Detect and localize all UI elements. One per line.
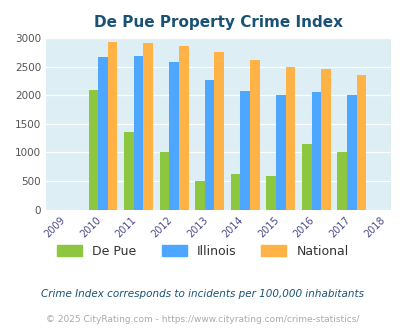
Bar (159, 152, 169, 210)
Bar (195, 181, 205, 210)
Text: © 2025 CityRating.com - https://www.cityrating.com/crime-statistics/: © 2025 CityRating.com - https://www.city… (46, 315, 359, 324)
Bar (275, 95, 285, 210)
Bar (356, 75, 365, 210)
Bar (230, 174, 240, 210)
Bar (346, 95, 356, 210)
Bar (266, 176, 275, 210)
Bar (108, 42, 117, 210)
Title: De Pue Property Crime Index: De Pue Property Crime Index (94, 15, 342, 30)
Bar (124, 132, 133, 210)
Bar (285, 67, 294, 210)
Text: Crime Index corresponds to incidents per 100,000 inhabitants: Crime Index corresponds to incidents per… (41, 289, 364, 299)
Bar (311, 92, 320, 210)
Bar (214, 52, 224, 210)
Bar (98, 57, 108, 210)
Bar (249, 60, 259, 210)
Bar (320, 69, 330, 210)
Legend: De Pue, Illinois, National: De Pue, Illinois, National (52, 240, 353, 263)
Bar (179, 46, 188, 210)
Bar (133, 56, 143, 210)
Bar (240, 91, 249, 210)
Bar (301, 144, 311, 210)
Bar (205, 80, 214, 210)
Bar (169, 62, 179, 210)
Bar (88, 89, 98, 210)
Bar (143, 43, 153, 210)
Bar (337, 152, 346, 210)
